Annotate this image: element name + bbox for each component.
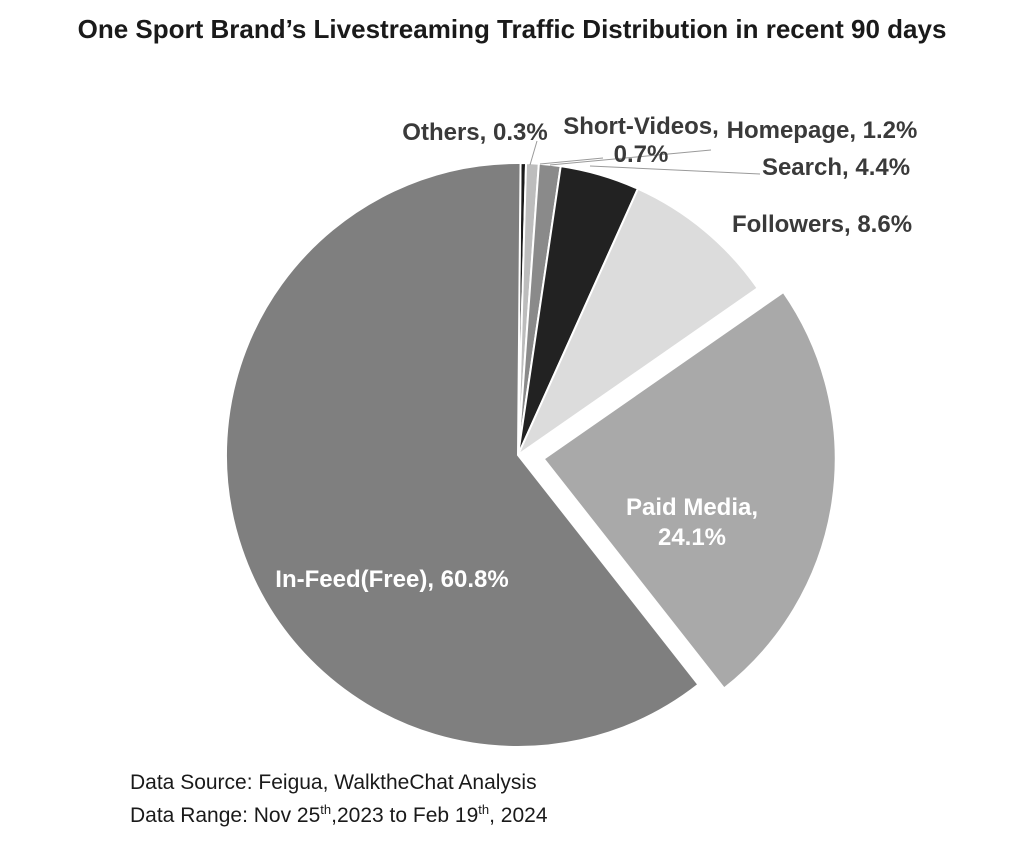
slice-label: Search, 4.4% <box>762 154 910 181</box>
data-range-note: Data Range: Nov 25th,2023 to Feb 19th, 2… <box>130 802 548 827</box>
slice-label: Followers, 8.6% <box>732 211 912 238</box>
slice-label: Paid Media, 24.1% <box>626 494 758 551</box>
slice-label: In-Feed(Free), 60.8% <box>275 566 508 593</box>
pie-slice-paid-media <box>542 290 837 690</box>
pie-slice-followers <box>515 187 760 458</box>
slice-label: Short-Videos, 0.7% <box>563 113 719 168</box>
leader-line <box>549 149 712 166</box>
pie-slices <box>225 162 837 748</box>
leader-line <box>589 165 761 175</box>
slice-labels: Others, 0.3% Short-Videos, 0.7% Homepage, 1… <box>275 113 917 593</box>
leader-line <box>539 157 604 165</box>
slice-label: Homepage, 1.2% <box>727 117 918 144</box>
data-source-note: Data Source: Feigua, WalktheChat Analysi… <box>130 771 537 794</box>
slice-label: Others, 0.3% <box>402 119 547 146</box>
chart-title: One Sport Brand’s Livestreaming Traffic … <box>77 14 947 44</box>
pie-slice-in-feed-free- <box>225 162 700 748</box>
leader-line <box>529 140 538 166</box>
leader-lines <box>529 140 761 175</box>
